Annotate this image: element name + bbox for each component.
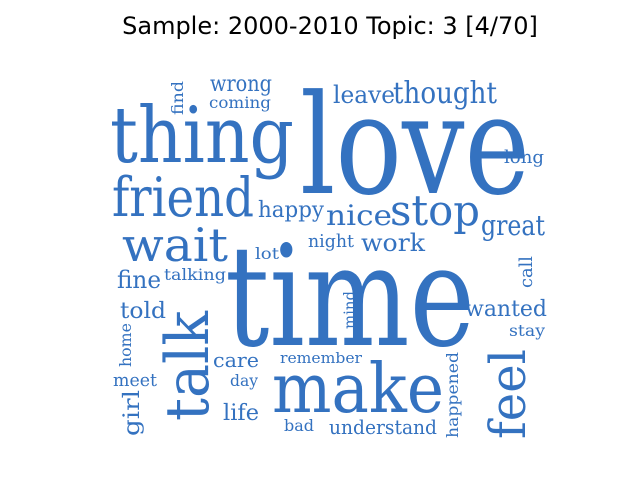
word-find: find: [168, 81, 187, 115]
word-friend: friend: [112, 166, 254, 229]
word-girl: girl: [120, 390, 145, 436]
word-coming: coming: [209, 93, 271, 112]
word-nice: nice: [326, 199, 392, 232]
word-call: call: [516, 256, 537, 288]
word-wrong: wrong: [210, 72, 272, 97]
word-care: care: [213, 348, 259, 372]
word-life: life: [223, 401, 259, 426]
word-stop: stop: [390, 186, 480, 235]
word-happy: happy: [258, 198, 325, 223]
word-make: make: [272, 350, 444, 429]
word-understand: understand: [329, 415, 437, 439]
word-talking: talking: [164, 265, 226, 284]
word-leave: leave: [333, 81, 395, 109]
word-thought: thought: [393, 76, 497, 111]
word-love: love: [300, 65, 530, 226]
word-talk: talk: [153, 310, 223, 421]
word-wanted: wanted: [465, 297, 547, 322]
word-mind: mind: [340, 291, 359, 329]
word-fine: fine: [117, 266, 161, 294]
word-meet: meet: [113, 370, 158, 391]
figure-title: Sample: 2000-2010 Topic: 3 [4/70]: [122, 12, 538, 40]
word-night: night: [308, 231, 355, 252]
word-told: told: [120, 299, 166, 324]
word-remember: remember: [280, 349, 363, 367]
word-day: day: [230, 371, 258, 390]
word-great: great: [481, 209, 546, 242]
word-long: long: [504, 147, 544, 168]
word-feel: feel: [479, 349, 537, 439]
word-happened: happened: [443, 352, 462, 438]
word-home: home: [116, 323, 135, 367]
word-stay: stay: [509, 321, 545, 340]
word-bad: bad: [284, 416, 314, 435]
word-time: time: [225, 216, 475, 379]
word-thing: thing: [110, 91, 294, 181]
word-lot: lot: [255, 244, 280, 263]
word-wait: wait: [122, 218, 229, 272]
word-work: work: [361, 229, 425, 257]
